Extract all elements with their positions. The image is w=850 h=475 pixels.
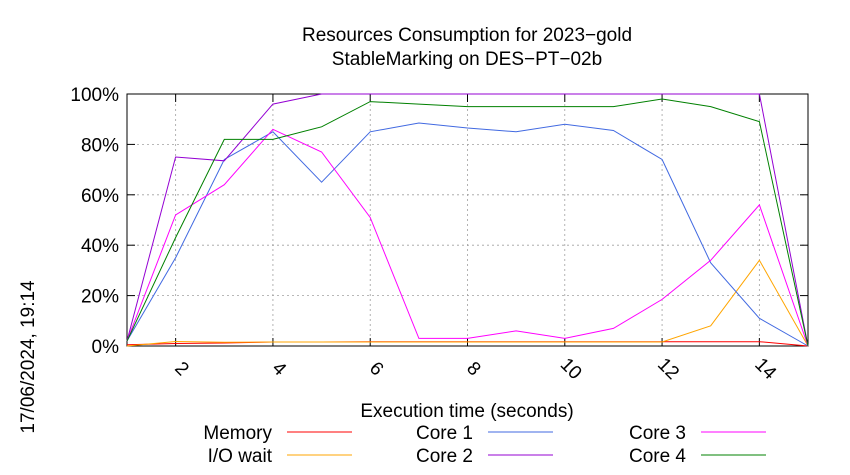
legend-label-memory: Memory <box>203 423 272 444</box>
legend-label-core-1: Core 1 <box>416 423 473 444</box>
x-tick-label: 4 <box>268 358 291 381</box>
chart-title-line-2: StableMarking on DES−PT−02b <box>332 49 602 70</box>
x-axis-label: Execution time (seconds) <box>360 401 573 422</box>
grid <box>127 94 808 346</box>
series-line-i-o-wait <box>126 259 809 347</box>
series-line-core-2 <box>126 93 809 347</box>
x-tick-label: 10 <box>556 354 586 384</box>
series-line-core-1 <box>126 122 809 347</box>
y-tick-label: 20% <box>81 287 119 308</box>
legend-label-core-2: Core 2 <box>416 446 473 467</box>
series-lines <box>126 93 809 347</box>
x-tick-label: 8 <box>462 358 484 380</box>
y-tick-label: 80% <box>81 135 119 156</box>
x-tick-label: 12 <box>653 354 683 384</box>
timestamp-label: 17/06/2024, 19:14 <box>18 280 39 434</box>
x-tick-label: 2 <box>170 358 192 380</box>
legend-label-core-4: Core 4 <box>629 446 686 467</box>
series-line-core-3 <box>126 128 809 347</box>
chart-title-line-1: Resources Consumption for 2023−gold <box>302 25 632 46</box>
y-tick-label: 0% <box>92 337 120 358</box>
legend: Memory Core 1 Core 3 I/O wait Core 2 Core 4 <box>203 423 766 467</box>
x-tick-label: 14 <box>750 354 780 384</box>
x-tick-label: 6 <box>365 358 387 380</box>
y-tick-label: 60% <box>81 186 119 207</box>
y-tick-label: 40% <box>81 236 119 257</box>
y-tick-label: 100% <box>70 85 119 106</box>
series-line-core-4 <box>126 98 809 347</box>
legend-label-i-o-wait: I/O wait <box>208 446 273 467</box>
legend-label-core-3: Core 3 <box>629 423 686 444</box>
